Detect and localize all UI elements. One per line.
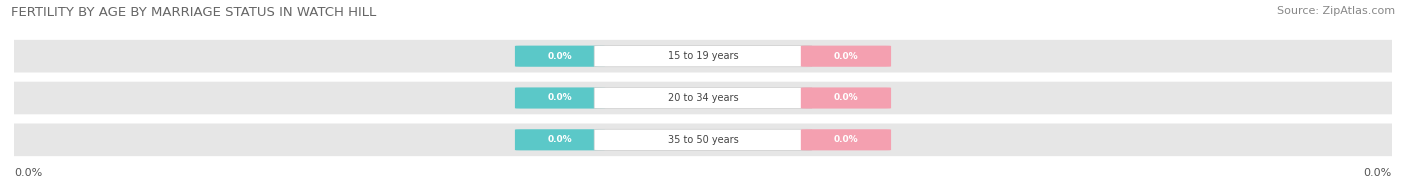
FancyBboxPatch shape xyxy=(595,46,811,67)
FancyBboxPatch shape xyxy=(515,46,605,67)
FancyBboxPatch shape xyxy=(515,129,605,150)
FancyBboxPatch shape xyxy=(595,87,811,109)
FancyBboxPatch shape xyxy=(801,129,891,150)
Text: 35 to 50 years: 35 to 50 years xyxy=(668,135,738,145)
FancyBboxPatch shape xyxy=(801,87,891,109)
Text: 0.0%: 0.0% xyxy=(548,52,572,61)
Text: 15 to 19 years: 15 to 19 years xyxy=(668,51,738,61)
Text: 0.0%: 0.0% xyxy=(548,93,572,103)
Text: 0.0%: 0.0% xyxy=(14,168,42,178)
Text: 0.0%: 0.0% xyxy=(834,93,858,103)
Text: FERTILITY BY AGE BY MARRIAGE STATUS IN WATCH HILL: FERTILITY BY AGE BY MARRIAGE STATUS IN W… xyxy=(11,6,377,19)
Text: 0.0%: 0.0% xyxy=(834,135,858,144)
FancyBboxPatch shape xyxy=(801,46,891,67)
FancyBboxPatch shape xyxy=(0,123,1406,156)
Text: Source: ZipAtlas.com: Source: ZipAtlas.com xyxy=(1277,6,1395,16)
FancyBboxPatch shape xyxy=(0,40,1406,73)
Text: 0.0%: 0.0% xyxy=(1364,168,1392,178)
Text: 0.0%: 0.0% xyxy=(834,52,858,61)
FancyBboxPatch shape xyxy=(515,87,605,109)
Text: 20 to 34 years: 20 to 34 years xyxy=(668,93,738,103)
Text: 0.0%: 0.0% xyxy=(548,135,572,144)
FancyBboxPatch shape xyxy=(0,82,1406,114)
FancyBboxPatch shape xyxy=(595,129,811,150)
